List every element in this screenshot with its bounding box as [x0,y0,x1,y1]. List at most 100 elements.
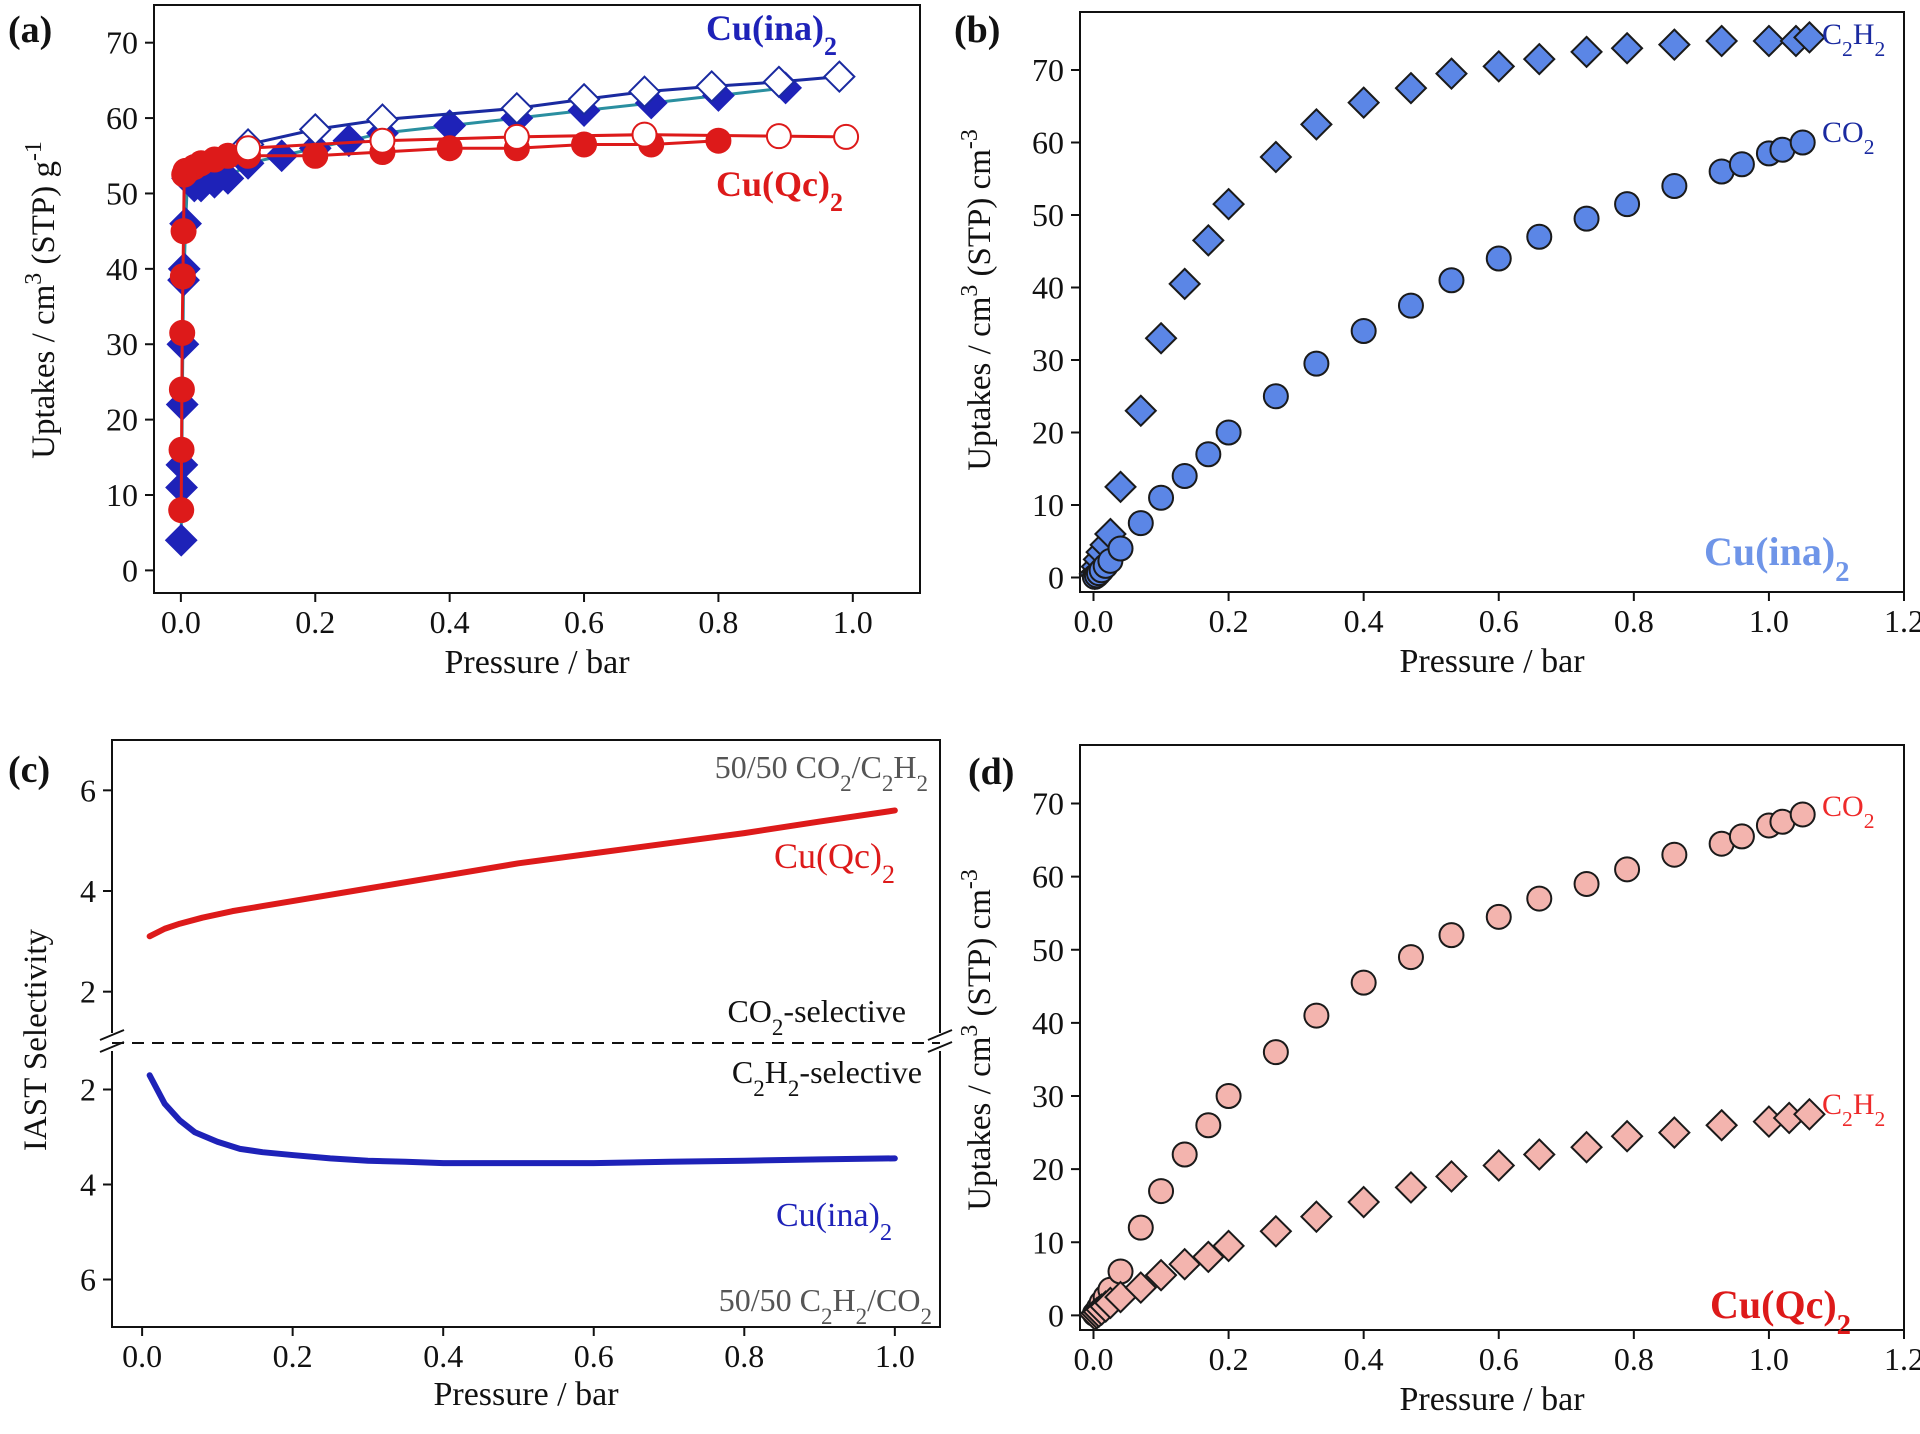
x-tick-label: 0.4 [1344,603,1384,639]
data-point [1347,86,1381,120]
x-tick-label: 0.4 [423,1338,463,1374]
data-point [1661,173,1688,199]
series-cu-qc-2-adsorption [168,127,732,524]
data-point [302,142,329,169]
data-point [1482,49,1516,83]
plot-frame [1079,11,1905,593]
y-tick-label: 70 [1032,786,1064,822]
data-point [1195,1112,1222,1139]
data-point [1522,42,1556,76]
plot-frame [153,4,921,594]
y-axis-label: Uptakes / cm3 (STP) cm-3 [957,869,998,1210]
data-point [1148,1178,1175,1205]
y-tick-label-lower: 6 [80,1262,96,1298]
data-point [332,124,366,158]
data-point [1259,1214,1293,1248]
data-point [1168,267,1202,301]
data-point [1728,823,1755,850]
x-tick-label: 0.0 [161,604,201,640]
data-point [1657,1116,1691,1149]
y-tick-label: 20 [1032,415,1064,451]
x-axis-label: Pressure / bar [433,1376,619,1413]
data-point [1350,969,1377,996]
panel-d: 0.0 0.2 0.4 0.6 0.8 1.0 1.2 0 10 20 30 40 50 60 70 Pres… [957,744,1920,1418]
y-axis-label: IAST Selectivity [18,928,54,1151]
y-tick-label: 20 [1032,1151,1064,1187]
data-point [1610,31,1644,65]
x-axis-label: Pressure / bar [1399,643,1585,680]
data-point [822,60,856,94]
x-tick-label: 0.2 [1209,603,1249,639]
data-point [298,112,332,146]
data-point [1573,205,1600,232]
data-point [705,127,732,154]
data-point [1394,71,1428,105]
legend-cu-ina: Cu(ina)2 [706,8,837,61]
data-point [1522,1138,1556,1171]
y-tick-label: 40 [1032,270,1064,306]
data-point [1212,187,1246,221]
data-point [1262,383,1289,410]
data-point [436,135,463,162]
data-point [1195,441,1222,468]
data-point [503,123,530,150]
y-tick-label: 0 [122,552,138,588]
panel-letter: (d) [968,751,1014,793]
x-tick-label: 0.2 [295,604,335,640]
data-point [1144,1258,1178,1292]
data-point [168,497,195,524]
y-tick-label: 10 [106,477,138,513]
data-point [500,91,534,125]
label-c2h2: C2H2 [1822,18,1885,61]
x-tick-label: 0.6 [564,604,604,640]
y-tick-label: 40 [1032,1005,1064,1041]
x-tick-label: 0.8 [698,604,738,640]
data-point [1485,245,1512,272]
y-tick-label: 50 [1032,197,1064,233]
data-point [1661,841,1688,868]
data-point [1303,1002,1330,1029]
data-point [1394,1170,1428,1204]
data-point [1610,1119,1644,1153]
x-tick-label: 0.0 [1074,1341,1114,1377]
series-co2 [1081,129,1816,590]
y-tick-label: 40 [106,251,138,287]
y-tick-label: 30 [106,326,138,362]
data-point [1299,107,1333,141]
data-point [369,127,396,154]
label-cu-qc: Cu(Qc)2 [1710,1282,1851,1341]
data-point [1526,223,1553,250]
data-point [1705,1108,1739,1142]
data-point [833,123,860,150]
data-point [1793,1097,1826,1131]
x-tick-label: 0.6 [1479,1341,1519,1377]
y-tick-label: 70 [1032,52,1064,88]
x-tick-label: 0.2 [1209,1341,1249,1377]
x-axis-label: Pressure / bar [444,644,630,681]
y-tick-label: 60 [106,100,138,136]
label-cu-ina: Cu(ina)2 [1704,529,1850,588]
y-tick-label: 10 [1032,1224,1064,1260]
data-point [1789,129,1816,156]
y-tick-label-upper: 2 [80,974,96,1010]
data-point [1614,856,1641,883]
data-point [1259,140,1293,174]
data-point [1526,885,1553,912]
y-tick-label: 70 [106,25,138,61]
data-point [1350,318,1377,344]
y-tick-label-upper: 4 [80,873,96,909]
data-point [1215,419,1242,446]
data-point [1127,510,1154,537]
x-tick-label: 0.4 [1344,1341,1384,1377]
y-tick-label-lower: 4 [80,1167,96,1203]
x-tick-label: 1.2 [1884,1341,1920,1377]
data-point [169,263,196,290]
data-point [1570,1130,1603,1164]
note-co2-c2h2-mix: 50/50 CO2/C2H2 [715,749,928,796]
axis-break-mark [927,1041,953,1053]
data-point [168,376,195,403]
data-point [1127,1214,1154,1241]
axis-break-mark [927,1029,953,1041]
series-c2h2 [1078,20,1826,591]
label-co2: CO2 [1822,790,1874,833]
